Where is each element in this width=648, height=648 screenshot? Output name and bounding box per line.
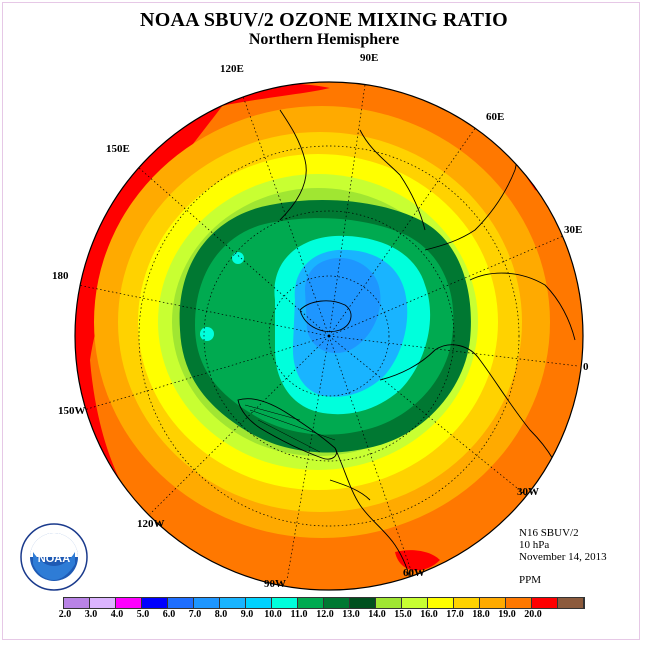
lon-label-60e: 60E (486, 111, 504, 123)
colorbar-swatch (454, 598, 480, 608)
colorbar-tick-label: 17.0 (446, 609, 464, 620)
colorbar-swatch (298, 598, 324, 608)
lon-label-60w: 60W (403, 567, 425, 579)
coastlines (204, 93, 576, 590)
colorbar-swatch (480, 598, 506, 608)
colorbar-swatch (402, 598, 428, 608)
colorbar-swatch (350, 598, 376, 608)
colorbar-tick-label: 20.0 (524, 609, 542, 620)
colorbar-swatch (558, 598, 584, 608)
colorbar-swatch (142, 598, 168, 608)
colorbar-tick-label: 5.0 (136, 609, 150, 620)
colorbar-tick-label: 2.0 (58, 609, 72, 620)
colorbar-tick-label: 14.0 (368, 609, 386, 620)
colorbar-swatch (194, 598, 220, 608)
lon-label-150w: 150W (58, 405, 86, 417)
colorbar-swatch (116, 598, 142, 608)
band-9-10-island (232, 252, 244, 264)
image-frame (2, 2, 640, 640)
colorbar-labels: 2.0 3.0 4.0 5.0 6.0 7.0 8.0 9.0 10.0 11.0 12.0 13.0… (0, 609, 648, 623)
colorbar-tick-label: 15.0 (394, 609, 412, 620)
lon-label-150e: 150E (106, 143, 130, 155)
colorbar-tick-label: 8.0 (214, 609, 228, 620)
colorbar-swatch (168, 598, 194, 608)
noaa-logo: NOAA (20, 523, 88, 591)
units-label: PPM (519, 574, 542, 586)
colorbar-tick-label: 18.0 (472, 609, 490, 620)
colorbar-swatch (506, 598, 532, 608)
colorbar-swatch (220, 598, 246, 608)
lon-label-90e: 90E (360, 52, 378, 64)
colorbar-swatch (376, 598, 402, 608)
colorbar-swatch (272, 598, 298, 608)
page-subtitle: Northern Hemisphere (248, 31, 400, 48)
ozone-contour-bands (75, 82, 583, 590)
lon-label-120e: 120E (220, 63, 244, 75)
lon-label-120w: 120W (137, 518, 165, 530)
band-18-19-south (395, 550, 440, 571)
colorbar-swatch (428, 598, 454, 608)
date-label: November 14, 2013 (519, 551, 607, 563)
colorbar (63, 597, 585, 609)
colorbar-swatch (532, 598, 558, 608)
colorbar-swatch (246, 598, 272, 608)
map-boundary (74, 81, 584, 591)
colorbar-tick-label: 3.0 (84, 609, 98, 620)
lon-label-0: 0 (583, 361, 589, 373)
lon-label-30e: 30E (564, 224, 582, 236)
instrument-label: N16 SBUV/2 (519, 527, 579, 539)
pressure-level-label: 10 hPa (519, 539, 550, 551)
longitude-labels: 90E 60E 30E 0 30W 60W 90W 120W 150W 180 … (52, 52, 589, 590)
colorbar-swatch (64, 598, 90, 608)
logo-text: NOAA (38, 553, 70, 565)
info-block: N16 SBUV/2 10 hPa November 14, 2013 (519, 527, 607, 563)
colorbar-tick-label: 12.0 (316, 609, 334, 620)
colorbar-tick-label: 6.0 (162, 609, 176, 620)
band-9-10-island-2 (200, 327, 214, 341)
lon-label-30w: 30W (517, 486, 539, 498)
colorbar-tick-label: 9.0 (240, 609, 254, 620)
lon-label-90w: 90W (264, 578, 286, 590)
colorbar-swatch (324, 598, 350, 608)
colorbar-tick-label: 11.0 (290, 609, 308, 620)
graticule (77, 82, 579, 581)
lon-label-180: 180 (52, 270, 69, 282)
colorbar-tick-label: 13.0 (342, 609, 360, 620)
colorbar-tick-label: 10.0 (264, 609, 282, 620)
colorbar-tick-label: 16.0 (420, 609, 438, 620)
colorbar-tick-label: 4.0 (110, 609, 124, 620)
colorbar-tick-label: 7.0 (188, 609, 202, 620)
band-7-8 (305, 258, 381, 354)
colorbar-tick-label: 19.0 (498, 609, 516, 620)
page-title: NOAA SBUV/2 OZONE MIXING RATIO (140, 9, 508, 31)
colorbar-swatch (90, 598, 116, 608)
